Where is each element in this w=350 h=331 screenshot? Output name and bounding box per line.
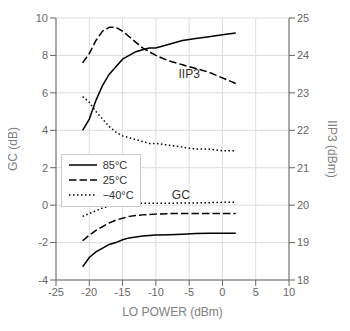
svg-text:18: 18 <box>297 274 309 286</box>
svg-text:23: 23 <box>297 87 309 99</box>
html-text:25°C: 25°C <box>102 173 128 186</box>
svg-text:-2: -2 <box>38 236 48 248</box>
svg-text:LO POWER (dBm): LO POWER (dBm) <box>122 305 223 319</box>
svg-text:19: 19 <box>297 236 309 248</box>
svg-text:2: 2 <box>42 162 48 174</box>
html-text:85°C: 85°C <box>102 158 128 171</box>
svg-text:5: 5 <box>253 286 259 298</box>
svg-text:6: 6 <box>42 87 48 99</box>
svg-text:20: 20 <box>297 199 309 211</box>
svg-text:10: 10 <box>283 286 295 298</box>
svg-text:10: 10 <box>36 12 48 24</box>
svg-text:-15: -15 <box>115 286 131 298</box>
svg-text:24: 24 <box>297 49 309 61</box>
svg-text:IIP3 (dBm): IIP3 (dBm) <box>325 120 339 177</box>
svg-text:4: 4 <box>42 124 48 136</box>
svg-text:0: 0 <box>219 286 225 298</box>
svg-text:IIP3: IIP3 <box>179 67 201 81</box>
svg-text:-5: -5 <box>184 286 194 298</box>
svg-text:25: 25 <box>297 12 309 24</box>
svg-text:0: 0 <box>42 199 48 211</box>
svg-text:-4: -4 <box>38 274 48 286</box>
svg-text:GC (dB): GC (dB) <box>8 127 20 171</box>
svg-text:-25: -25 <box>48 286 64 298</box>
svg-text:-20: -20 <box>81 286 97 298</box>
svg-text:8: 8 <box>42 49 48 61</box>
html-text:−40°C: −40°C <box>102 188 134 201</box>
svg-text:22: 22 <box>297 124 309 136</box>
svg-text:21: 21 <box>297 162 309 174</box>
svg-text:-10: -10 <box>148 286 164 298</box>
svg-text:GC: GC <box>172 188 190 202</box>
